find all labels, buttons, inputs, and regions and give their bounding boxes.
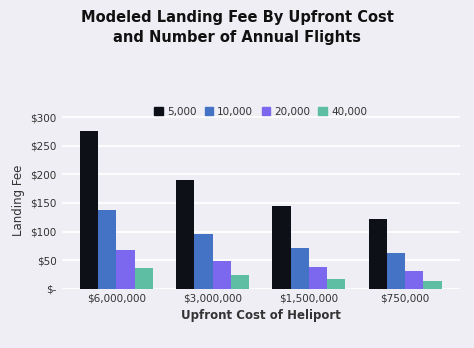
Bar	[98, 211, 116, 289]
Bar	[176, 180, 194, 289]
Bar	[327, 278, 346, 289]
Bar	[291, 248, 309, 289]
Bar	[309, 267, 327, 289]
X-axis label: Upfront Cost of Heliport: Upfront Cost of Heliport	[181, 309, 341, 322]
Bar	[231, 275, 249, 289]
Bar	[135, 268, 153, 289]
Bar	[423, 281, 442, 289]
Bar	[116, 250, 135, 289]
Bar	[194, 235, 212, 289]
Bar	[405, 270, 423, 289]
Bar	[80, 132, 98, 289]
Bar	[272, 206, 291, 289]
Bar	[368, 219, 387, 289]
Bar	[387, 253, 405, 289]
Text: Modeled Landing Fee By Upfront Cost
and Number of Annual Flights: Modeled Landing Fee By Upfront Cost and …	[81, 10, 393, 45]
Legend: 5,000, 10,000, 20,000, 40,000: 5,000, 10,000, 20,000, 40,000	[150, 103, 371, 121]
Y-axis label: Landing Fee: Landing Fee	[12, 164, 25, 236]
Bar	[212, 261, 231, 289]
